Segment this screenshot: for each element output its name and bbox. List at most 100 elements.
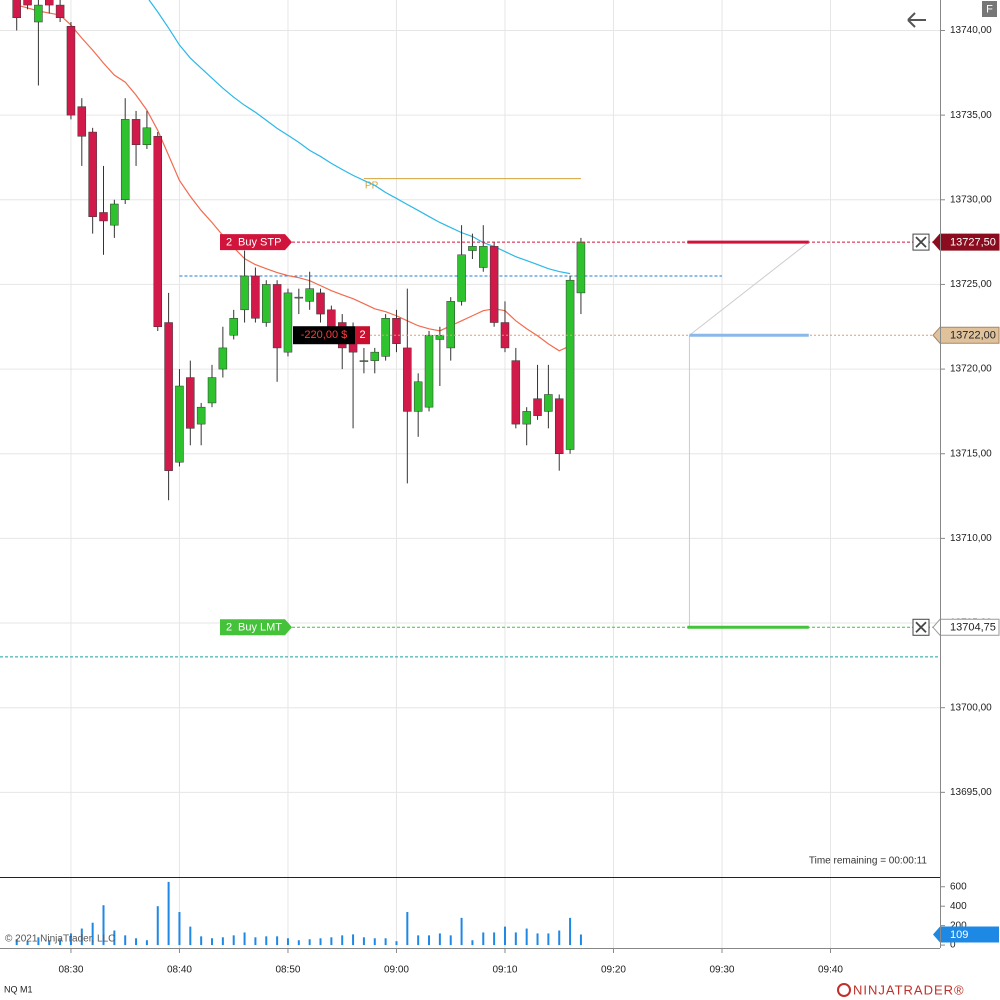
x-tick-label: 09:00 (384, 965, 409, 976)
candle-body (186, 377, 195, 429)
candle-body (479, 246, 488, 268)
order-label-box[interactable] (220, 234, 292, 251)
candle-body (240, 275, 249, 311)
order-label-box[interactable] (220, 619, 292, 636)
volume-bar (471, 940, 474, 946)
candle-body (34, 4, 43, 23)
order-label: Buy LMT (238, 622, 282, 634)
volume-bar (308, 939, 311, 946)
candle-body (424, 334, 434, 408)
candle-body (12, 0, 21, 19)
candle-body (316, 292, 325, 315)
price-tag (932, 233, 1000, 251)
candle-body (131, 119, 141, 146)
candle-body (457, 254, 466, 302)
overlay-layer: 13695,0013700,0013705,0013710,0013715,00… (58, 25, 1000, 976)
volume-bar (59, 939, 62, 946)
timer: Time remaining = 00:00:11 (809, 856, 928, 867)
volume-tick-label: 400 (950, 901, 967, 912)
volume-bar (558, 930, 561, 946)
price-panel: PP (0, 0, 940, 658)
instrument: NQ M1 (4, 984, 33, 994)
candle-body (88, 131, 97, 217)
y-tick-label: 13695,00 (950, 787, 992, 798)
volume-bar (514, 932, 517, 946)
candle-body (511, 360, 521, 425)
x-tick-label: 08:40 (167, 965, 192, 976)
volume-bar (80, 928, 83, 946)
price-tag-label: 13704,75 (950, 622, 996, 634)
candle-body (305, 288, 314, 302)
volume-bar (438, 933, 441, 946)
volume-bar (579, 934, 582, 946)
price-tag (932, 618, 1000, 636)
volume-bar (384, 938, 387, 946)
volume-bar (536, 933, 539, 946)
candle-body (164, 322, 173, 471)
volume-bar (286, 938, 289, 946)
y-tick-label: 13740,00 (950, 25, 992, 36)
order-label: Buy STP (238, 237, 281, 249)
candle-body (272, 284, 282, 349)
volume-bar (102, 905, 105, 946)
volume-bar (200, 936, 203, 946)
position-qty: 2 (359, 329, 365, 341)
volume-bar (69, 933, 72, 946)
candle-body (66, 25, 76, 116)
y-tick-label: 13725,00 (950, 279, 992, 290)
cancel-icon[interactable] (915, 621, 927, 633)
candle-body (23, 0, 32, 6)
candle-body (294, 296, 304, 299)
candle-body (359, 360, 369, 362)
volume-bar (362, 937, 365, 946)
position-qty-box (355, 326, 370, 345)
candle-body (99, 212, 108, 222)
volume-bar (211, 938, 214, 946)
candle-body (142, 127, 152, 146)
volume-bar (569, 917, 572, 946)
y-tick-label: 13730,00 (950, 194, 992, 205)
candle-body (175, 385, 184, 463)
candle-body (370, 351, 380, 361)
candle-body (207, 377, 217, 404)
candle-body (77, 106, 87, 137)
back-arrow-icon[interactable] (907, 12, 926, 28)
copyright: © 2021 NinjaTrader, LLC (5, 934, 115, 945)
candle-body (229, 318, 238, 336)
candle-body (565, 279, 575, 450)
y-tick-label: 13700,00 (950, 702, 992, 713)
candle-body (522, 411, 531, 425)
candle-body (262, 284, 271, 323)
back-arrow[interactable] (907, 12, 926, 28)
volume-panel (15, 881, 582, 946)
candle-body (533, 398, 542, 416)
menu-button[interactable] (982, 1, 997, 17)
volume-bar (525, 928, 528, 946)
volume-bar (503, 926, 506, 946)
volume-bar (373, 938, 376, 946)
volume-bar (352, 934, 355, 946)
candle-body (413, 381, 423, 412)
volume-bar (330, 937, 333, 946)
volume-bar (167, 881, 170, 946)
cancel-button[interactable] (912, 618, 930, 636)
volume-bar (26, 941, 29, 946)
volume-bar (178, 912, 181, 946)
order-qty: 2 (226, 622, 232, 634)
volume-bar (276, 936, 279, 946)
cancel-button[interactable] (912, 233, 930, 251)
y-tick-label: 13715,00 (950, 448, 992, 459)
volume-bar (243, 932, 246, 946)
candle-body (576, 241, 586, 294)
pivot-label: PP (365, 180, 379, 191)
cancel-icon[interactable] (915, 236, 927, 248)
menu-button-label[interactable]: F (986, 3, 993, 15)
candle-body (500, 322, 510, 349)
volume-bar (449, 935, 452, 946)
price-tag-label: 13727,50 (950, 237, 996, 249)
volume-bar (124, 935, 127, 946)
y-tick-label: 13720,00 (950, 364, 992, 375)
candle-body (45, 0, 54, 6)
